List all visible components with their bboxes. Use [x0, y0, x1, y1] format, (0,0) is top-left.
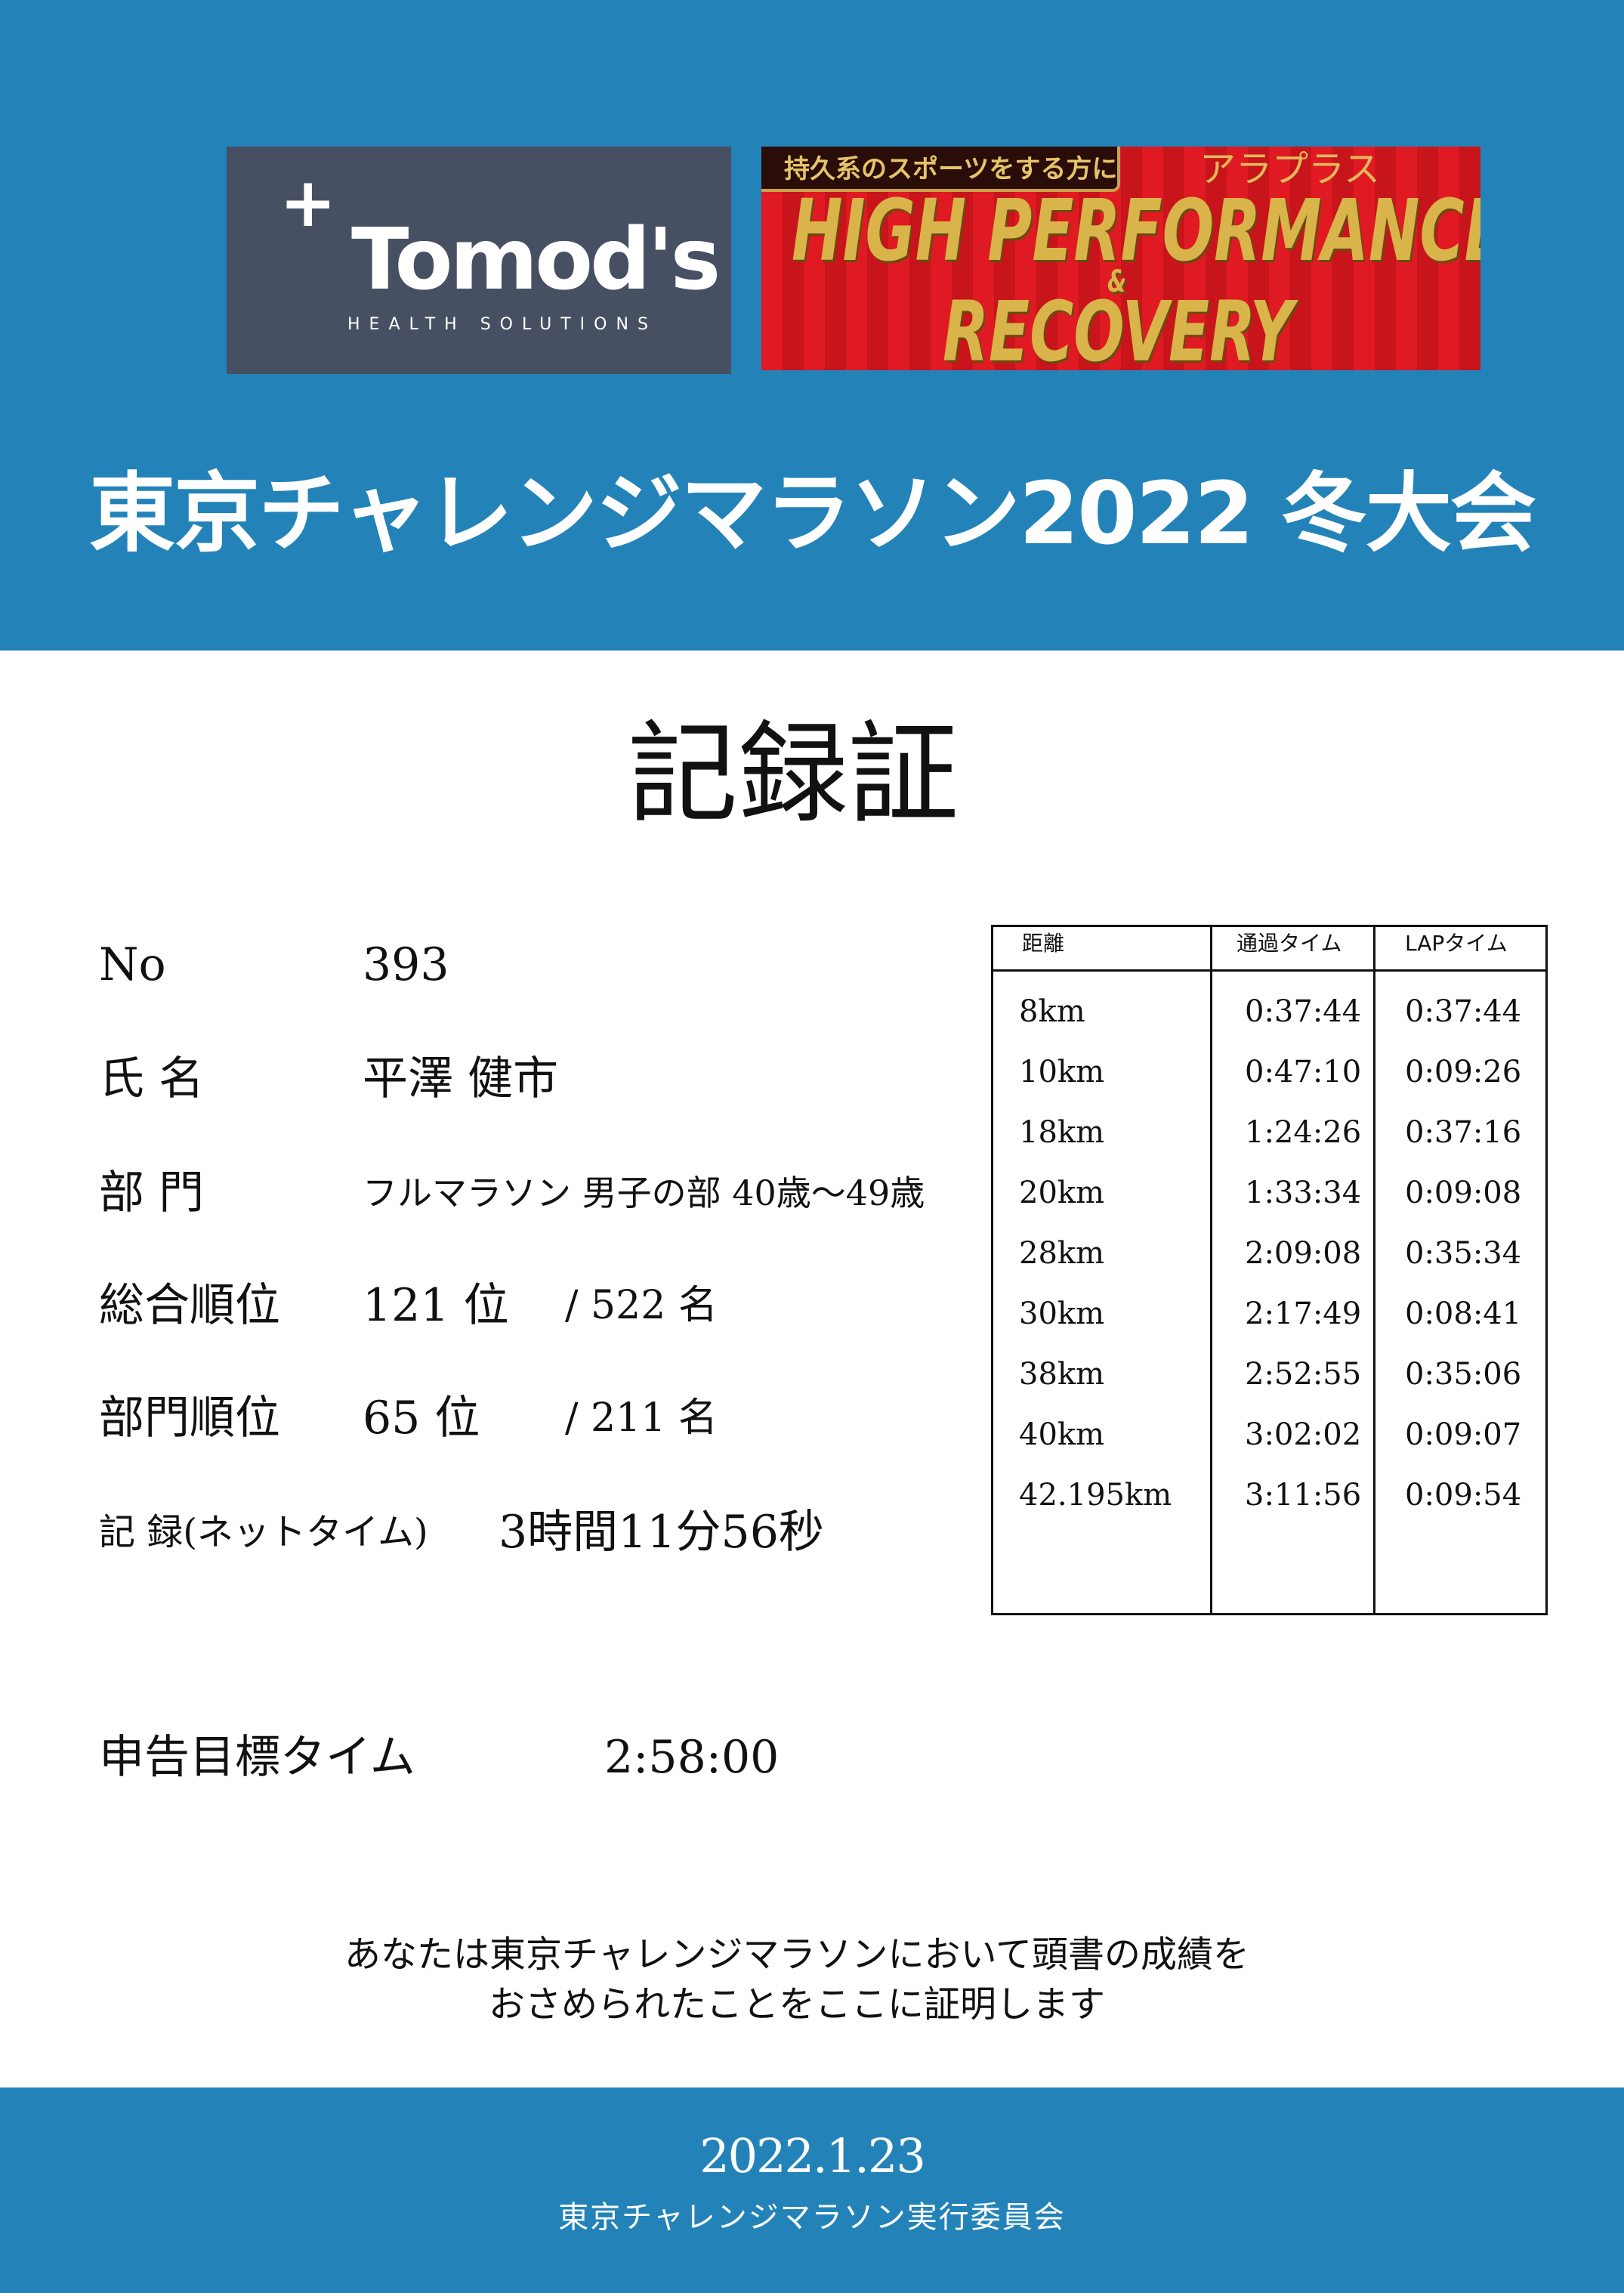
- target-label: 申告目標タイム: [99, 1731, 415, 1784]
- split-time: 1:33:34: [1245, 1176, 1362, 1210]
- field-label-division-rank: 部門順位: [99, 1392, 280, 1445]
- field-label-no: No: [99, 938, 166, 991]
- split-distance: 30km: [1019, 1296, 1105, 1331]
- header-divider: [993, 969, 1545, 972]
- split-table: 距離 通過タイム LAPタイム 8km 0:37:44 0:37:44 10km 0:4…: [991, 925, 1548, 1615]
- split-time: 2:52:55: [1245, 1357, 1362, 1392]
- header-band: + Tomod's HEALTH SOLUTIONS 持久系のスポーツをする方に…: [0, 0, 1624, 651]
- lap-time: 0:09:08: [1405, 1176, 1522, 1210]
- lap-time: 0:35:06: [1405, 1357, 1522, 1392]
- lap-time: 0:37:16: [1405, 1115, 1522, 1150]
- lap-time: 0:08:41: [1405, 1296, 1522, 1331]
- column-divider: [1210, 927, 1212, 1613]
- split-distance: 42.195km: [1019, 1478, 1172, 1513]
- field-value-division-rank: 65 位: [363, 1392, 480, 1445]
- field-label-division: 部 門: [99, 1167, 205, 1219]
- lap-time: 0:09:07: [1405, 1417, 1522, 1452]
- organizer: 東京チャレンジマラソン実行委員会: [558, 2200, 1066, 2235]
- plus-icon: +: [279, 163, 337, 243]
- split-time: 3:02:02: [1245, 1417, 1362, 1452]
- split-time: 0:37:44: [1245, 994, 1362, 1029]
- banner-tag: 持久系のスポーツをする方に: [761, 147, 1120, 192]
- split-distance: 40km: [1019, 1417, 1105, 1452]
- statement-line-2: おさめられたことをここに証明します: [488, 1983, 1105, 2026]
- lap-time: 0:09:26: [1405, 1055, 1522, 1089]
- sponsor-banner: 持久系のスポーツをする方に アラプラス HIGH PERFORMANCE & R…: [761, 147, 1480, 370]
- tomods-logo: + Tomod's HEALTH SOLUTIONS: [227, 147, 731, 374]
- split-time: 0:47:10: [1245, 1055, 1362, 1089]
- field-value-no: 393: [363, 938, 449, 991]
- header-lap-time: LAPタイム: [1405, 931, 1508, 956]
- field-total-overall: / 522 名: [565, 1283, 718, 1328]
- footer-band: [0, 2087, 1624, 2293]
- lap-time: 0:35:34: [1405, 1236, 1522, 1271]
- field-label-name: 氏 名: [99, 1052, 205, 1105]
- certificate-title: 記録証: [628, 710, 959, 839]
- logo-name: Tomod's: [351, 211, 721, 309]
- banner-amp: &: [1107, 264, 1127, 299]
- event-title: 東京チャレンジマラソン2022 冬大会: [89, 463, 1536, 564]
- split-distance: 20km: [1019, 1176, 1105, 1210]
- header-split-time: 通過タイム: [1237, 931, 1342, 956]
- banner-line2: RECOVERY: [943, 283, 1294, 370]
- field-value-net-time: 3時間11分56秒: [499, 1506, 824, 1559]
- split-time: 1:24:26: [1245, 1115, 1362, 1150]
- issue-date: 2022.1.23: [699, 2128, 926, 2183]
- field-label-net-time: 記 録(ネットタイム): [99, 1511, 428, 1553]
- column-divider: [1373, 927, 1375, 1613]
- split-distance: 18km: [1019, 1115, 1105, 1150]
- split-distance: 28km: [1019, 1236, 1105, 1271]
- split-time: 3:11:56: [1245, 1478, 1362, 1513]
- logo-tagline: HEALTH SOLUTIONS: [347, 315, 657, 334]
- statement-line-1: あなたは東京チャレンジマラソンにおいて頭書の成績を: [344, 1933, 1250, 1976]
- field-value-name: 平澤 健市: [363, 1052, 559, 1105]
- field-value-division: フルマラソン 男子の部 40歳〜49歳: [363, 1173, 925, 1213]
- lap-time: 0:09:54: [1405, 1478, 1522, 1513]
- field-value-overall-rank: 121 位: [363, 1279, 509, 1332]
- split-distance: 8km: [1019, 994, 1085, 1029]
- lap-time: 0:37:44: [1405, 994, 1522, 1029]
- banner-brand: アラプラス: [1199, 148, 1381, 190]
- field-label-overall-rank: 総合順位: [99, 1279, 280, 1332]
- header-distance: 距離: [1022, 931, 1065, 956]
- split-time: 2:17:49: [1245, 1296, 1362, 1331]
- split-time: 2:09:08: [1245, 1236, 1362, 1271]
- split-distance: 10km: [1019, 1055, 1105, 1089]
- target-value: 2:58:00: [604, 1731, 780, 1784]
- split-distance: 38km: [1019, 1357, 1105, 1392]
- banner-line1: HIGH PERFORMANCE: [792, 182, 1480, 280]
- field-total-division: / 211 名: [565, 1395, 718, 1441]
